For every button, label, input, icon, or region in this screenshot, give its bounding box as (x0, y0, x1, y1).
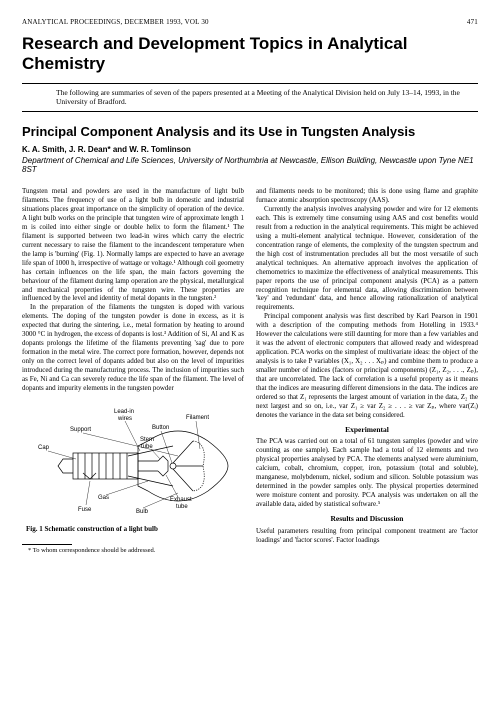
label-gas: Gas (98, 495, 109, 501)
footnote-rule (22, 544, 72, 545)
left-para-2: In the preparation of the filaments the … (22, 303, 244, 393)
two-column-body: Tungsten metal and powders are used in t… (22, 187, 478, 555)
sub-title: Principal Component Analysis and its Use… (22, 124, 478, 139)
intro-text: The following are summaries of seven of … (56, 88, 478, 107)
left-para-1: Tungsten metal and powders are used in t… (22, 187, 244, 303)
figure-1-caption-text: Fig. 1 Schematic construction of a light… (26, 525, 158, 533)
results-heading: Results and Discussion (256, 514, 478, 524)
label-cap: Cap (38, 445, 50, 451)
page-number: 471 (467, 18, 478, 26)
page: ANALYTICAL PROCEEDINGS, DECEMBER 1993, V… (0, 0, 500, 577)
label-leadin: Lead-in (114, 409, 134, 415)
running-header: ANALYTICAL PROCEEDINGS, DECEMBER 1993, V… (22, 18, 478, 26)
label-bulb: Bulb (136, 509, 149, 515)
label-exhaust: Exhaust (170, 497, 192, 503)
label-filament: Filament (186, 415, 209, 421)
right-para-1: and filaments needs to be monitored; thi… (256, 187, 478, 205)
label-fuse: Fuse (78, 507, 92, 513)
label-button: Button (152, 425, 169, 431)
figure-1: Lead-in wires Support Cap Button Filamen… (22, 401, 244, 534)
lightbulb-diagram-icon: Lead-in wires Support Cap Button Filamen… (28, 401, 238, 521)
label-exhaust-tube: tube (176, 504, 188, 510)
right-para-4: The PCA was carried out on a total of 61… (256, 437, 478, 509)
left-column: Tungsten metal and powders are used in t… (22, 187, 244, 555)
right-column: and filaments needs to be monitored; thi… (256, 187, 478, 555)
footnote: * To whom correspondence should be addre… (22, 547, 244, 555)
rule-2 (22, 111, 478, 112)
affiliation: Department of Chemical and Life Sciences… (22, 156, 478, 175)
label-wires: wires (117, 416, 132, 422)
authors: K. A. Smith, J. R. Dean* and W. R. Tomli… (22, 145, 478, 154)
experimental-heading: Experimental (256, 425, 478, 435)
label-support: Support (70, 427, 91, 433)
journal-name: ANALYTICAL PROCEEDINGS, DECEMBER 1993, V… (22, 18, 209, 26)
label-stem: Stem (140, 437, 154, 443)
main-title: Research and Development Topics in Analy… (22, 34, 478, 73)
right-para-3: Principal component analysis was first d… (256, 312, 478, 419)
right-para-5: Useful parameters resulting from princip… (256, 527, 478, 545)
figure-1-caption: Fig. 1 Schematic construction of a light… (26, 525, 244, 534)
right-para-2: Currently the analysis involves analysin… (256, 205, 478, 312)
label-stem-tube: tube (141, 444, 153, 450)
rule-1 (22, 83, 478, 84)
